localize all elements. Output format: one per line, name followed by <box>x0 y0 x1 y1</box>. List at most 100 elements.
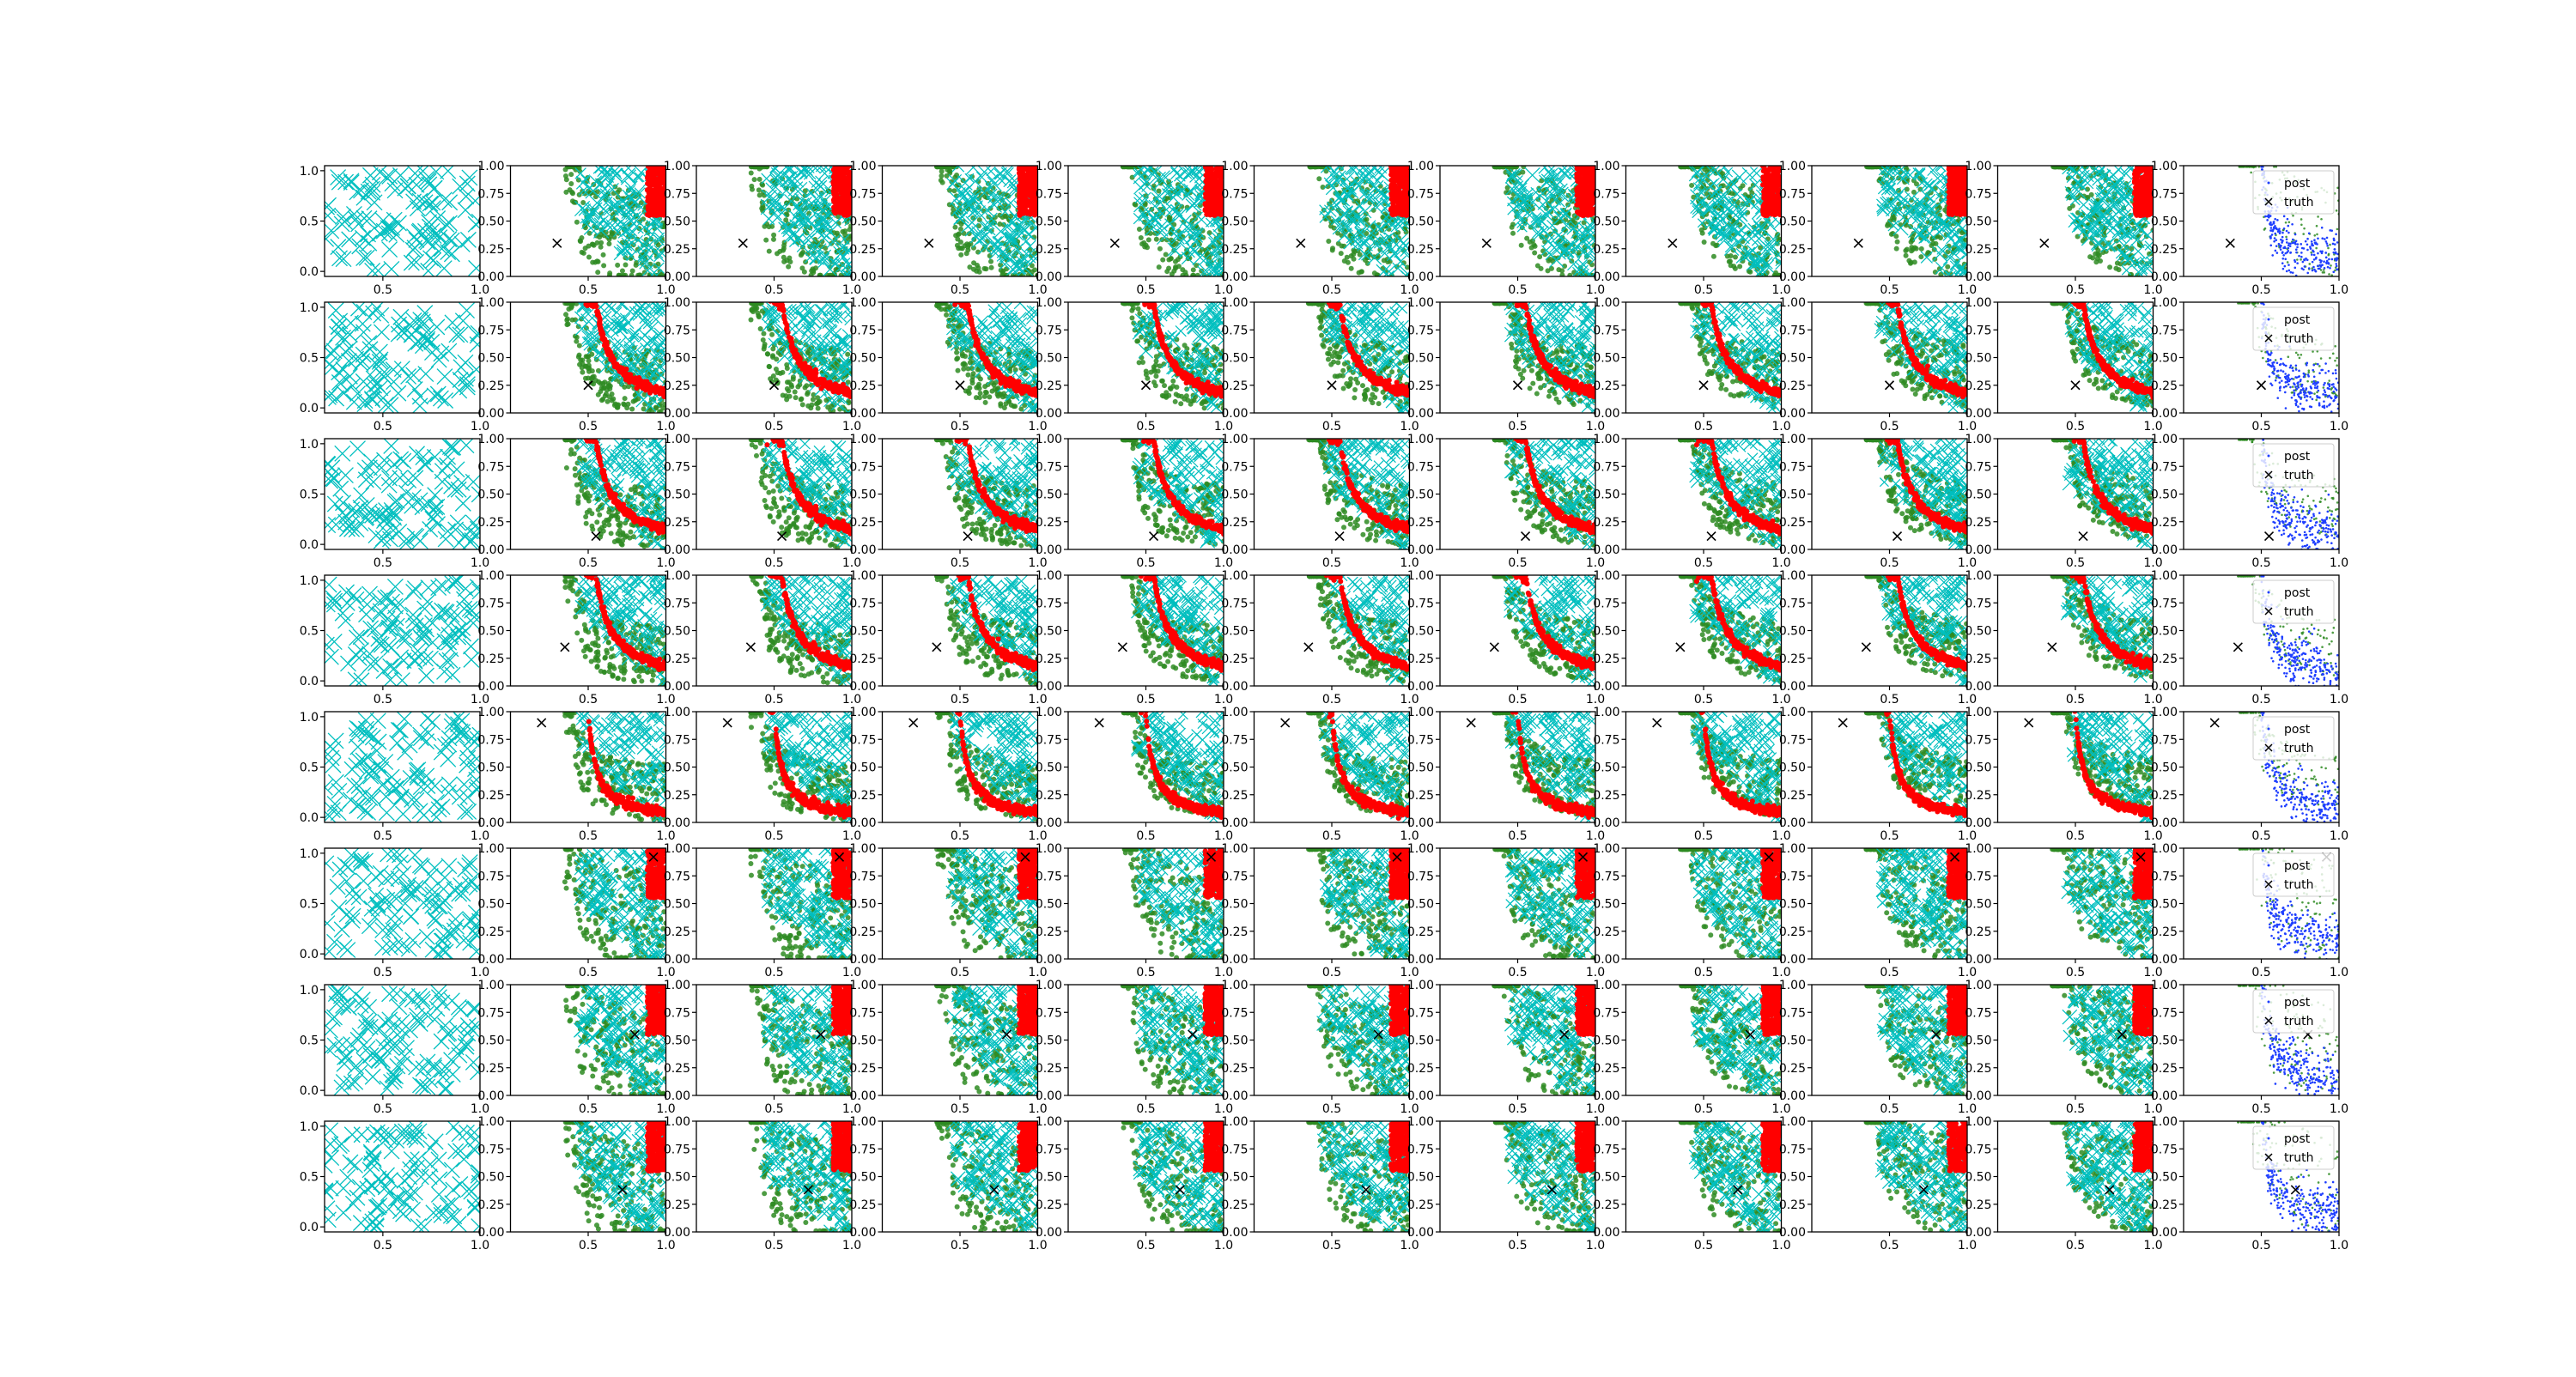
sample-dot <box>1157 264 1162 270</box>
sample-dot <box>1895 240 1900 245</box>
highlight-dot <box>1768 167 1773 172</box>
sample-dot <box>957 231 962 236</box>
highlight-dot <box>1018 195 1024 200</box>
highlight-dot <box>1575 167 1580 172</box>
sample-x-marker <box>1508 203 1520 215</box>
sample-dot <box>615 263 620 268</box>
highlight-dot <box>1581 182 1586 187</box>
sample-dot <box>1326 239 1331 244</box>
sample-x-marker <box>1899 193 1910 204</box>
highlight-dot <box>831 187 836 192</box>
sample-x-marker <box>441 215 457 231</box>
sample-dot <box>607 273 612 278</box>
highlight-dot <box>835 183 841 188</box>
highlight-dot <box>1212 202 1218 207</box>
highlight-dot <box>1208 207 1213 212</box>
sample-dot <box>955 237 960 242</box>
sample-dot <box>952 225 957 230</box>
highlight-dot <box>654 208 659 213</box>
sample-dot <box>1678 164 1683 169</box>
y-tick-label: 0.75 <box>849 187 876 201</box>
sample-x-marker <box>993 237 1002 246</box>
sample-dot <box>781 255 787 260</box>
x-tick-label: 1.0 <box>1771 283 1790 297</box>
y-tick-label: 0.00 <box>1221 270 1248 284</box>
y-tick-label: 0.50 <box>1036 215 1062 229</box>
sample-dot <box>989 265 994 270</box>
highlight-dot <box>839 167 844 172</box>
sample-dot <box>1713 243 1718 248</box>
sample-dot <box>1773 270 1778 276</box>
sample-x-marker <box>359 250 374 265</box>
x-tick-label: 1.0 <box>1400 283 1419 297</box>
highlight-dot <box>647 200 653 205</box>
sample-x-marker <box>1184 166 1198 179</box>
y-tick-label: 0.75 <box>1221 187 1248 201</box>
highlight-dot <box>831 197 836 203</box>
sample-x-marker <box>1517 222 1527 232</box>
y-tick-label: 1.00 <box>1221 160 1248 173</box>
truth-marker <box>553 239 562 247</box>
sample-dot <box>1128 164 1133 169</box>
highlight-dot <box>1390 185 1395 190</box>
highlight-dot <box>1390 203 1395 209</box>
highlight-dot <box>1395 169 1400 174</box>
highlight-dot <box>1400 176 1405 181</box>
sample-dot <box>1510 225 1515 230</box>
highlight-dot <box>1582 197 1587 202</box>
highlight-dot <box>1763 213 1768 218</box>
sample-dot <box>781 243 787 248</box>
sample-dot <box>756 187 762 192</box>
sample-dot <box>951 188 957 193</box>
highlight-dot <box>1389 193 1394 198</box>
highlight-dot <box>1024 174 1029 179</box>
sample-dot <box>759 206 764 211</box>
sample-dot <box>802 270 807 275</box>
sample-dot <box>595 270 600 275</box>
highlight-dot <box>1583 206 1588 211</box>
y-tick-label: 0.75 <box>664 187 690 201</box>
y-tick-label: 1.00 <box>1036 160 1062 173</box>
y-tick-label: 0.00 <box>1407 270 1434 284</box>
sample-dot <box>988 259 993 264</box>
sample-dot <box>1532 250 1537 255</box>
sample-x-marker <box>384 261 399 276</box>
sample-dot <box>1904 253 1909 258</box>
sample-dot <box>1191 273 1196 278</box>
highlight-dot <box>1212 179 1218 185</box>
sample-dot <box>939 169 945 174</box>
y-tick-label: 1.00 <box>849 160 876 173</box>
sample-dot <box>968 241 973 246</box>
sample-x-marker <box>321 197 337 213</box>
sample-x-marker <box>362 167 378 183</box>
highlight-dot <box>653 171 659 176</box>
sample-dot <box>749 170 754 175</box>
y-tick-label: 0.50 <box>1593 215 1619 229</box>
highlight-dot <box>1771 178 1777 183</box>
highlight-dot <box>1394 209 1400 215</box>
y-tick-label: 0.75 <box>477 187 504 201</box>
sample-x-marker <box>442 195 458 210</box>
highlight-dot <box>1394 196 1399 201</box>
sample-dot <box>574 220 580 225</box>
sample-x-marker <box>1732 170 1747 185</box>
highlight-dot <box>647 171 652 176</box>
sample-x-marker <box>436 261 452 276</box>
highlight-dot <box>1023 191 1028 197</box>
sample-dot <box>568 181 574 186</box>
sample-dot <box>1339 251 1344 256</box>
highlight-dot <box>1587 204 1592 209</box>
sample-x-marker <box>1001 167 1013 179</box>
sample-x-marker <box>421 173 436 189</box>
sample-dot <box>1157 246 1163 252</box>
x-tick-label: 1.0 <box>1214 283 1233 297</box>
x-tick-label: 1.0 <box>471 283 489 297</box>
sample-x-marker <box>392 167 408 183</box>
y-tick-label: 0.75 <box>1036 187 1062 201</box>
highlight-dot <box>1018 213 1023 218</box>
sample-dot <box>752 177 757 182</box>
panel-marks <box>1864 160 1973 283</box>
